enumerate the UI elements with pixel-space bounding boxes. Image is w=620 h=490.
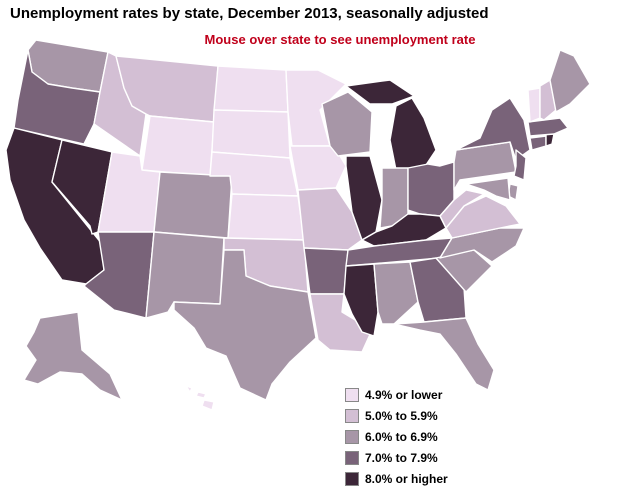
legend-swatch <box>345 472 359 486</box>
state-vermont[interactable] <box>527 87 541 123</box>
state-wisconsin[interactable] <box>321 91 373 157</box>
state-north-dakota[interactable] <box>213 65 289 113</box>
state-massachusetts[interactable] <box>527 117 569 137</box>
state-michigan-upper[interactable] <box>345 79 415 105</box>
state-colorado[interactable] <box>153 171 233 239</box>
legend-label: 4.9% or lower <box>365 388 443 402</box>
legend-swatch <box>345 451 359 465</box>
state-connecticut[interactable] <box>529 135 547 151</box>
state-kansas[interactable] <box>227 193 305 241</box>
legend-swatch <box>345 409 359 423</box>
state-south-dakota[interactable] <box>211 109 291 159</box>
map-legend: 4.9% or lower 5.0% to 5.9% 6.0% to 6.9% … <box>345 385 448 490</box>
state-texas[interactable] <box>173 249 317 401</box>
state-iowa[interactable] <box>289 145 347 191</box>
state-rhode-island[interactable] <box>545 133 555 147</box>
state-west-virginia[interactable] <box>439 189 485 229</box>
legend-swatch <box>345 388 359 402</box>
legend-item-8-0-or-higher: 8.0% or higher <box>345 469 448 489</box>
map-title: Unemployment rates by state, December 20… <box>10 5 489 22</box>
legend-swatch <box>345 430 359 444</box>
state-alaska[interactable] <box>23 311 123 401</box>
state-new-york[interactable] <box>455 97 531 161</box>
state-arkansas[interactable] <box>303 247 349 295</box>
legend-label: 8.0% or higher <box>365 472 448 486</box>
state-minnesota[interactable] <box>285 69 347 147</box>
legend-label: 6.0% to 6.9% <box>365 430 438 444</box>
state-new-jersey[interactable] <box>513 149 527 181</box>
state-maryland[interactable] <box>465 177 511 201</box>
state-wyoming[interactable] <box>141 115 215 177</box>
state-florida[interactable] <box>393 317 495 391</box>
state-louisiana[interactable] <box>309 293 373 353</box>
state-maine[interactable] <box>549 49 591 113</box>
legend-item-6-0-to-6-9: 6.0% to 6.9% <box>345 427 448 447</box>
legend-item-4-9-or-lower: 4.9% or lower <box>345 385 448 405</box>
legend-item-5-0-to-5-9: 5.0% to 5.9% <box>345 406 448 426</box>
legend-label: 7.0% to 7.9% <box>365 451 438 465</box>
map-instruction: Mouse over state to see unemployment rat… <box>204 32 476 47</box>
state-michigan[interactable] <box>389 97 437 171</box>
legend-label: 5.0% to 5.9% <box>365 409 438 423</box>
state-hawaii[interactable] <box>185 385 215 411</box>
legend-item-7-0-to-7-9: 7.0% to 7.9% <box>345 448 448 468</box>
